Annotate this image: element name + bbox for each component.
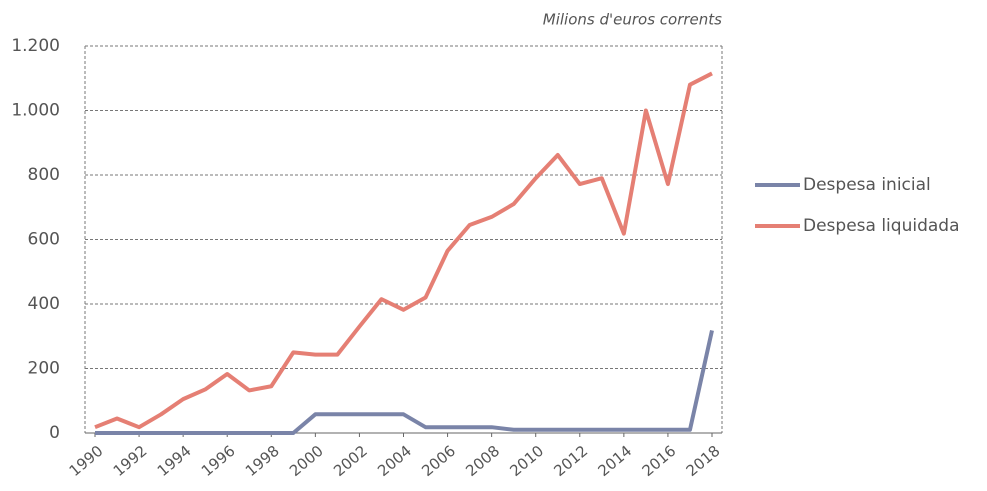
y-tick-label: 1.000 — [11, 101, 60, 121]
x-tick-label: 2000 — [286, 442, 327, 480]
y-tick-label: 1.200 — [11, 36, 60, 56]
x-tick-label: 2016 — [639, 442, 680, 480]
y-tick-label: 800 — [28, 165, 60, 185]
legend-label: Despesa inicial — [803, 175, 931, 195]
x-tick-label: 2008 — [462, 442, 503, 480]
chart-subtitle: Milions d'euros corrents — [543, 11, 722, 29]
legend-label: Despesa liquidada — [803, 216, 960, 236]
y-tick-label: 400 — [28, 294, 60, 314]
x-tick-label: 2018 — [683, 442, 724, 480]
x-tick-label: 1994 — [154, 442, 195, 480]
y-tick-label: 600 — [28, 230, 60, 250]
x-tick-label: 2012 — [550, 442, 591, 480]
y-tick-label: 0 — [49, 423, 60, 443]
series-line — [95, 330, 714, 435]
x-tick-label: 1998 — [242, 442, 283, 480]
x-tick-label: 2006 — [418, 442, 459, 480]
x-tick-label: 1996 — [198, 442, 239, 480]
x-tick-label: 1990 — [66, 442, 107, 480]
x-tick-label: 2002 — [330, 442, 371, 480]
x-tick-label: 1992 — [110, 442, 151, 480]
y-tick-label: 200 — [28, 359, 60, 379]
series-line — [94, 71, 713, 430]
x-tick-label: 2014 — [594, 442, 635, 480]
x-tick-label: 2004 — [374, 442, 415, 480]
x-tick-label: 2010 — [506, 442, 547, 480]
